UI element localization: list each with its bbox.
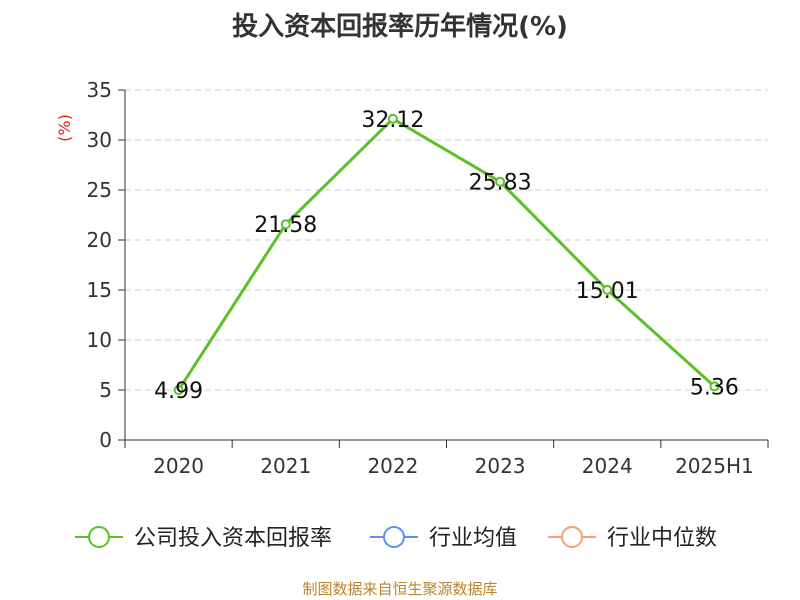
data-label: 25.83 <box>469 171 532 196</box>
x-tick-label: 2020 <box>153 454 204 478</box>
legend-marker <box>88 526 110 548</box>
y-axis-label: (%) <box>55 114 74 142</box>
y-tick-label: 25 <box>87 178 112 202</box>
data-point <box>709 381 720 392</box>
data-label: 4.99 <box>154 379 203 404</box>
y-tick-label: 0 <box>99 428 112 452</box>
legend: 公司投入资本回报率 行业均值 行业中位数 <box>75 526 717 551</box>
x-tick-label: 2023 <box>475 454 526 478</box>
data-point <box>495 176 506 187</box>
data-point <box>387 113 398 124</box>
y-tick-label: 30 <box>87 128 112 152</box>
series <box>173 113 720 396</box>
data-point <box>602 284 613 295</box>
data-label: 15.01 <box>576 279 639 304</box>
series-line <box>177 117 716 391</box>
x-tick-label: 2021 <box>260 454 311 478</box>
data-label: 5.36 <box>690 375 739 400</box>
source-note: 制图数据来自恒生聚源数据库 <box>302 580 498 598</box>
legend-label: 行业均值 <box>429 526 517 551</box>
data-labels: 4.99 21.58 32.12 25.83 15.01 5.36 <box>154 108 739 404</box>
data-label: 32.12 <box>361 108 424 133</box>
data-point <box>173 385 184 396</box>
legend-label: 公司投入资本回报率 <box>134 526 332 551</box>
legend-marker <box>561 526 583 548</box>
y-tick-label: 20 <box>87 228 112 252</box>
y-tick-label: 35 <box>87 78 112 102</box>
grid-lines <box>125 89 768 391</box>
chart-title: 投入资本回报率历年情况(%) <box>232 12 568 42</box>
y-tick-label: 15 <box>87 278 112 302</box>
legend-label: 行业中位数 <box>607 526 717 551</box>
data-label: 21.58 <box>254 213 317 238</box>
y-tick-label: 5 <box>99 378 112 402</box>
axes: 0 5 10 15 20 25 30 35 2020 2021 2022 2023 2024 2025H1… <box>55 78 769 478</box>
x-tick-label: 2025H1 <box>675 454 754 478</box>
x-tick-label: 2022 <box>367 454 418 478</box>
legend-marker <box>383 526 405 548</box>
x-tick-label: 2024 <box>582 454 633 478</box>
data-point <box>280 219 291 230</box>
y-tick-label: 10 <box>87 328 112 352</box>
